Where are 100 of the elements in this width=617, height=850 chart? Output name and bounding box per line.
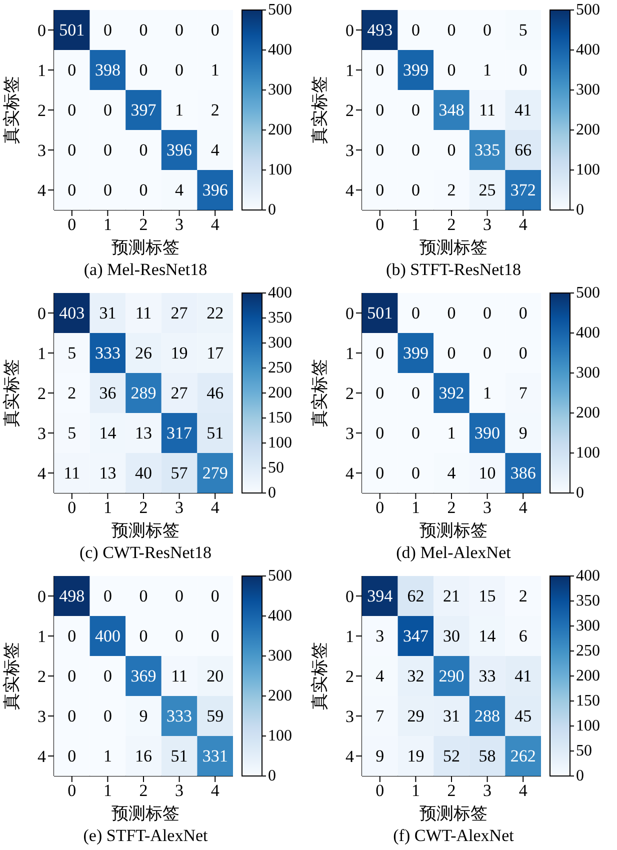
x-tick-label: 3 <box>175 781 184 800</box>
data-label: 9 <box>376 746 384 766</box>
color-bar-label: 300 <box>268 334 292 352</box>
color-bar-label: 100 <box>576 444 600 462</box>
x-tick-label: 0 <box>376 498 384 518</box>
data-label: 4 <box>447 464 456 482</box>
color-bar-label: 300 <box>576 618 600 634</box>
data-label: 27 <box>170 304 188 322</box>
color-bar-label: 250 <box>576 642 600 660</box>
color-bar-label: 0 <box>268 768 276 784</box>
color-bar-label: 300 <box>576 82 600 98</box>
x-tick-label: 0 <box>376 215 384 234</box>
y-tick-label: 1 <box>346 61 354 80</box>
data-label: 0 <box>411 100 420 120</box>
data-label: 0 <box>376 180 384 200</box>
data-label: 0 <box>68 706 76 726</box>
y-tick-label: 4 <box>38 747 46 766</box>
y-tick-label: 4 <box>346 747 354 766</box>
color-bar-label: 200 <box>576 404 600 422</box>
data-label: 45 <box>514 706 532 726</box>
data-label: 27 <box>170 384 188 402</box>
y-tick-label: 4 <box>346 464 354 484</box>
data-label: 4 <box>210 140 220 160</box>
data-label: 288 <box>474 706 500 726</box>
data-label: 333 <box>166 706 192 726</box>
data-label: 0 <box>411 424 420 442</box>
x-tick-label: 0 <box>68 498 76 518</box>
y-tick-label: 3 <box>346 141 354 160</box>
color-bar-label: 0 <box>268 484 276 502</box>
data-label: 333 <box>94 344 120 362</box>
data-label: 386 <box>510 464 536 482</box>
data-label: 396 <box>202 180 228 200</box>
data-label: 0 <box>175 586 184 606</box>
color-bar-label: 400 <box>576 42 600 58</box>
data-label: 41 <box>514 100 532 120</box>
color-bar-label: 200 <box>268 122 292 138</box>
x-axis-title: 预测标签 <box>112 521 180 540</box>
color-bar-label: 300 <box>268 648 292 664</box>
x-axis-title: 预测标签 <box>420 521 488 540</box>
data-label: 31 <box>99 304 116 322</box>
x-tick-label: 4 <box>518 498 528 518</box>
x-axis-title: 预测标签 <box>112 804 180 823</box>
data-label: 11 <box>135 304 152 322</box>
data-label: 331 <box>202 746 228 766</box>
y-tick-label: 1 <box>346 344 354 364</box>
y-tick-label: 4 <box>346 181 354 200</box>
data-label: 348 <box>438 100 464 120</box>
data-label: 0 <box>376 344 384 362</box>
data-label: 13 <box>135 424 152 442</box>
data-label: 396 <box>166 140 192 160</box>
color-bar-label: 200 <box>268 688 292 704</box>
data-label: 0 <box>68 60 76 80</box>
x-tick-label: 2 <box>139 215 148 234</box>
x-tick-label: 1 <box>411 215 420 234</box>
data-label: 6 <box>518 626 528 646</box>
y-axis-title: 真实标签 <box>310 642 330 710</box>
data-label: 317 <box>166 424 193 442</box>
y-tick-label: 2 <box>38 667 46 686</box>
x-tick-label: 1 <box>411 498 420 518</box>
x-tick-label: 2 <box>139 498 148 518</box>
data-label: 369 <box>130 666 156 686</box>
x-tick-label: 4 <box>210 215 220 234</box>
y-tick-label: 2 <box>38 101 46 120</box>
y-tick-label: 1 <box>346 627 354 646</box>
color-bar-label: 0 <box>576 484 584 502</box>
data-label: 0 <box>447 140 456 160</box>
data-label: 0 <box>447 304 456 322</box>
y-tick-label: 2 <box>346 667 354 686</box>
data-label: 57 <box>170 464 188 482</box>
data-label: 0 <box>139 626 148 646</box>
y-tick-label: 0 <box>38 304 46 324</box>
color-bar-label: 500 <box>576 284 600 302</box>
data-label: 0 <box>411 384 420 402</box>
data-label: 10 <box>478 464 496 482</box>
data-label: 390 <box>474 424 500 442</box>
data-label: 13 <box>99 464 116 482</box>
x-axis-title: 预测标签 <box>420 804 488 823</box>
color-bar-label: 400 <box>576 568 600 584</box>
data-label: 0 <box>210 20 220 40</box>
data-label: 7 <box>376 706 385 726</box>
data-label: 279 <box>202 464 228 482</box>
data-label: 17 <box>206 344 224 362</box>
data-label: 62 <box>407 586 424 606</box>
data-label: 32 <box>407 666 424 686</box>
y-tick-label: 1 <box>38 61 46 80</box>
data-label: 1 <box>103 746 112 766</box>
data-label: 0 <box>103 180 112 200</box>
data-label: 1 <box>447 424 456 442</box>
data-label: 29 <box>407 706 424 726</box>
color-bar-label: 100 <box>576 718 600 734</box>
y-tick-label: 3 <box>346 707 354 726</box>
color-bar-label: 0 <box>576 768 584 784</box>
data-label: 5 <box>68 344 76 362</box>
data-label: 9 <box>518 424 528 442</box>
data-label: 0 <box>68 746 76 766</box>
data-label: 0 <box>139 586 148 606</box>
data-label: 493 <box>367 20 393 40</box>
y-tick-label: 4 <box>38 464 46 484</box>
data-label: 0 <box>103 586 112 606</box>
y-axis-title: 真实标签 <box>2 642 22 710</box>
